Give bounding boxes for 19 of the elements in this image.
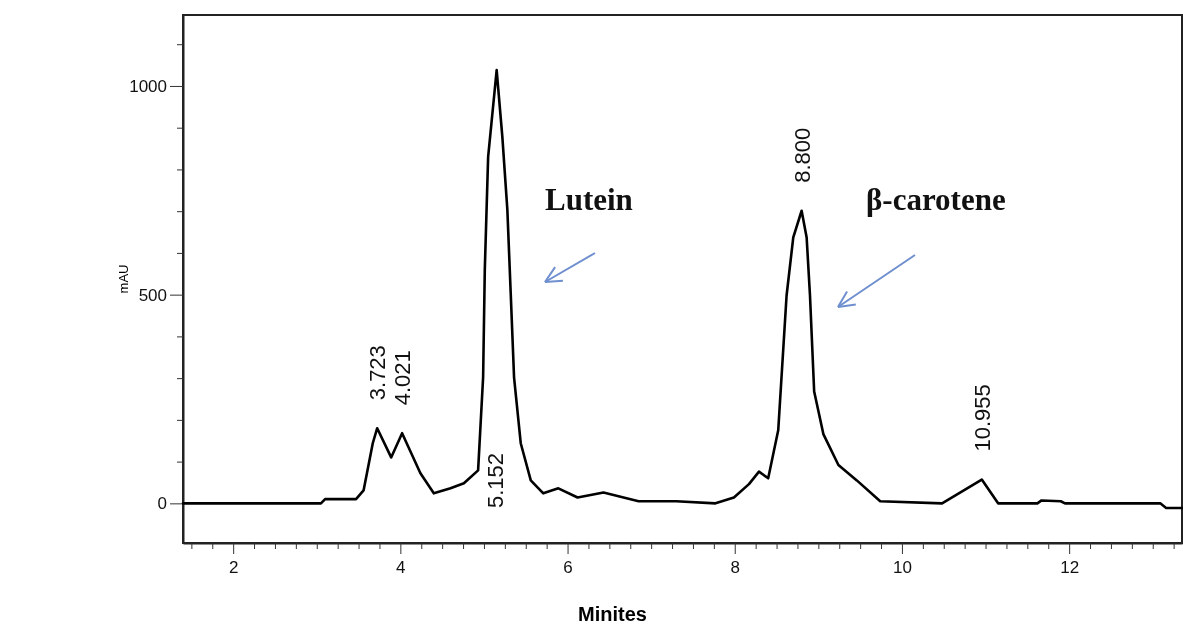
annotation: 8.800 <box>789 127 815 183</box>
x-tick-label: 8 <box>730 558 740 578</box>
x-tick-label: 6 <box>563 558 573 578</box>
x-tick-label: 12 <box>1060 558 1080 578</box>
line-series <box>181 68 1183 510</box>
annotation: β-carotene <box>866 182 1006 217</box>
x-tick-label: 2 <box>228 558 239 578</box>
annotation: 3.723 <box>365 345 391 401</box>
x-tick-label: 10 <box>892 558 912 578</box>
annotation: 4.021 <box>390 350 416 406</box>
y-tick-label: 1000 <box>129 76 167 96</box>
x-axis-title: Minites <box>578 603 647 625</box>
annotation: 10.955 <box>969 384 995 452</box>
annotation: 5.152 <box>483 452 508 508</box>
x-tick-label: 4 <box>396 558 406 578</box>
annotation: Lutein <box>545 182 633 217</box>
y-tick-label: 0 <box>157 494 167 514</box>
y-axis-title: mAU <box>116 264 131 294</box>
y-tick-label: 500 <box>138 285 167 305</box>
